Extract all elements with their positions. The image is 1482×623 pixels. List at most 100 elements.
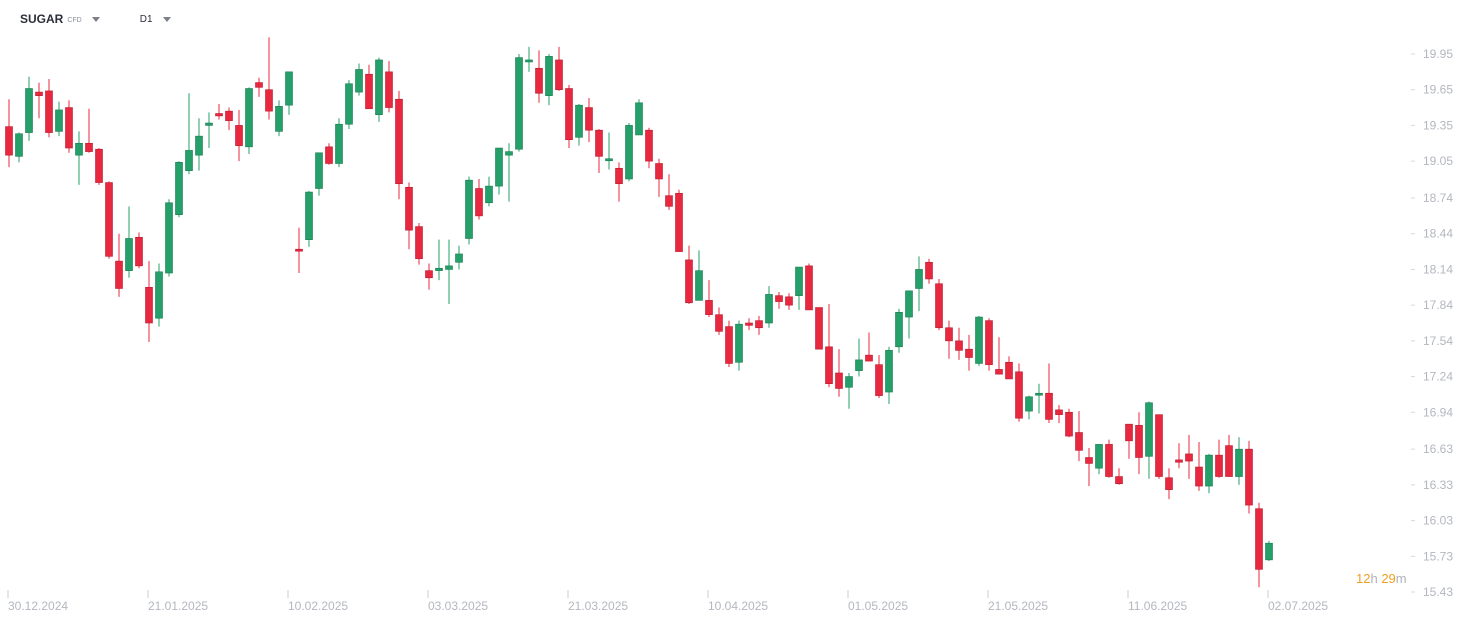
countdown-minutes-unit: m	[1395, 571, 1407, 586]
candle-body	[75, 142, 83, 156]
candle-body	[935, 283, 943, 329]
candle-body	[165, 202, 173, 274]
candle-body	[885, 350, 893, 393]
candle-body	[875, 364, 883, 396]
candle-body	[905, 290, 913, 318]
candle-body	[675, 192, 683, 252]
candle-body	[95, 148, 103, 183]
x-axis-tick-label: 21.05.2025	[988, 599, 1048, 613]
y-axis-tick-label: 15.73	[1423, 549, 1453, 563]
candle-body	[175, 162, 183, 215]
x-axis-tick-label: 11.06.2025	[1128, 599, 1187, 613]
candle-body	[1195, 466, 1203, 487]
candle-body	[1025, 396, 1033, 412]
candle-body	[605, 158, 613, 162]
candle-body	[335, 123, 343, 164]
x-axis-tick-label: 21.01.2025	[148, 599, 208, 613]
candle-body	[1215, 454, 1223, 477]
candle-body	[865, 354, 873, 362]
candle-body	[85, 142, 93, 152]
y-axis-tick-label: 19.65	[1423, 83, 1453, 97]
y-axis-tick-label: 18.44	[1423, 227, 1453, 241]
countdown-hours: 12	[1356, 571, 1371, 586]
candle-body	[145, 286, 153, 324]
y-axis-tick-label: 19.95	[1423, 47, 1453, 61]
x-axis-tick-label: 10.02.2025	[288, 599, 348, 613]
candle-body	[465, 179, 473, 239]
candle-body	[775, 295, 783, 302]
candle-body	[185, 150, 193, 171]
y-axis-tick-label: 19.05	[1423, 154, 1453, 168]
candle-body	[1205, 454, 1213, 487]
candle-body	[1225, 445, 1233, 477]
candle-body	[205, 122, 213, 126]
candle-body	[1125, 423, 1133, 442]
chevron-down-icon[interactable]	[91, 16, 100, 22]
candle-body	[825, 346, 833, 385]
candle-body	[545, 56, 553, 96]
candle-body	[105, 182, 113, 257]
candle-body	[45, 90, 53, 133]
x-axis-tick-label: 03.03.2025	[428, 599, 488, 613]
x-axis-tick-label: 30.12.2024	[8, 599, 68, 613]
candle-body	[195, 135, 203, 156]
candle-body	[645, 129, 653, 162]
symbol-name[interactable]: SUGAR	[20, 12, 64, 26]
candle-body	[235, 125, 243, 146]
chevron-down-icon[interactable]	[162, 16, 171, 22]
candle-body	[275, 106, 283, 132]
candle-body	[155, 271, 163, 319]
candle-body	[1175, 459, 1183, 463]
candle-body	[265, 89, 273, 112]
candle-body	[895, 311, 903, 348]
candle-body	[975, 316, 983, 364]
candle-body	[1135, 425, 1143, 458]
candle-body	[965, 348, 973, 358]
candle-body	[585, 107, 593, 131]
candle-body	[745, 322, 753, 326]
x-axis-tick-label: 10.04.2025	[708, 599, 768, 613]
candle-body	[475, 188, 483, 217]
y-axis-tick-label: 16.03	[1423, 514, 1453, 528]
candle-body	[415, 226, 423, 260]
candle-body	[785, 296, 793, 306]
candle-body	[695, 270, 703, 301]
candle-body	[1245, 448, 1253, 506]
y-axis-tick-label: 16.94	[1423, 405, 1453, 419]
candle-body	[855, 359, 863, 371]
candle-body	[1015, 371, 1023, 419]
candle-body	[1105, 444, 1113, 477]
y-axis-tick-label: 18.14	[1423, 262, 1453, 276]
candle-body	[1185, 453, 1193, 462]
candle-body	[65, 107, 73, 149]
candle-body	[325, 146, 333, 164]
candle-body	[295, 248, 303, 252]
candle-body	[1165, 477, 1173, 490]
candle-countdown: 12h 29m	[1356, 571, 1407, 586]
candle-body	[1005, 361, 1013, 380]
candle-body	[115, 260, 123, 289]
candle-body	[55, 109, 63, 132]
y-axis-tick-label: 16.63	[1423, 442, 1453, 456]
candle-body	[725, 326, 733, 364]
candle-body	[5, 126, 13, 156]
candle-body	[925, 261, 933, 280]
candle-body	[1145, 402, 1153, 457]
candle-body	[845, 376, 853, 388]
candle-body	[455, 253, 463, 263]
y-axis-tick-label: 19.35	[1423, 118, 1453, 132]
symbol-type: CFD	[67, 16, 82, 24]
candle-body	[565, 88, 573, 140]
candle-body	[1075, 432, 1083, 451]
candle-body	[1235, 448, 1243, 477]
timeframe-selector[interactable]: D1	[139, 13, 153, 25]
x-axis-tick-label: 01.05.2025	[848, 599, 908, 613]
candle-body	[225, 110, 233, 121]
candle-body	[575, 104, 583, 138]
candle-body	[715, 314, 723, 332]
y-axis-tick-label: 18.74	[1423, 191, 1453, 205]
candle-body	[945, 327, 953, 342]
y-axis-tick-label: 17.54	[1423, 334, 1453, 348]
candle-body	[635, 102, 643, 136]
